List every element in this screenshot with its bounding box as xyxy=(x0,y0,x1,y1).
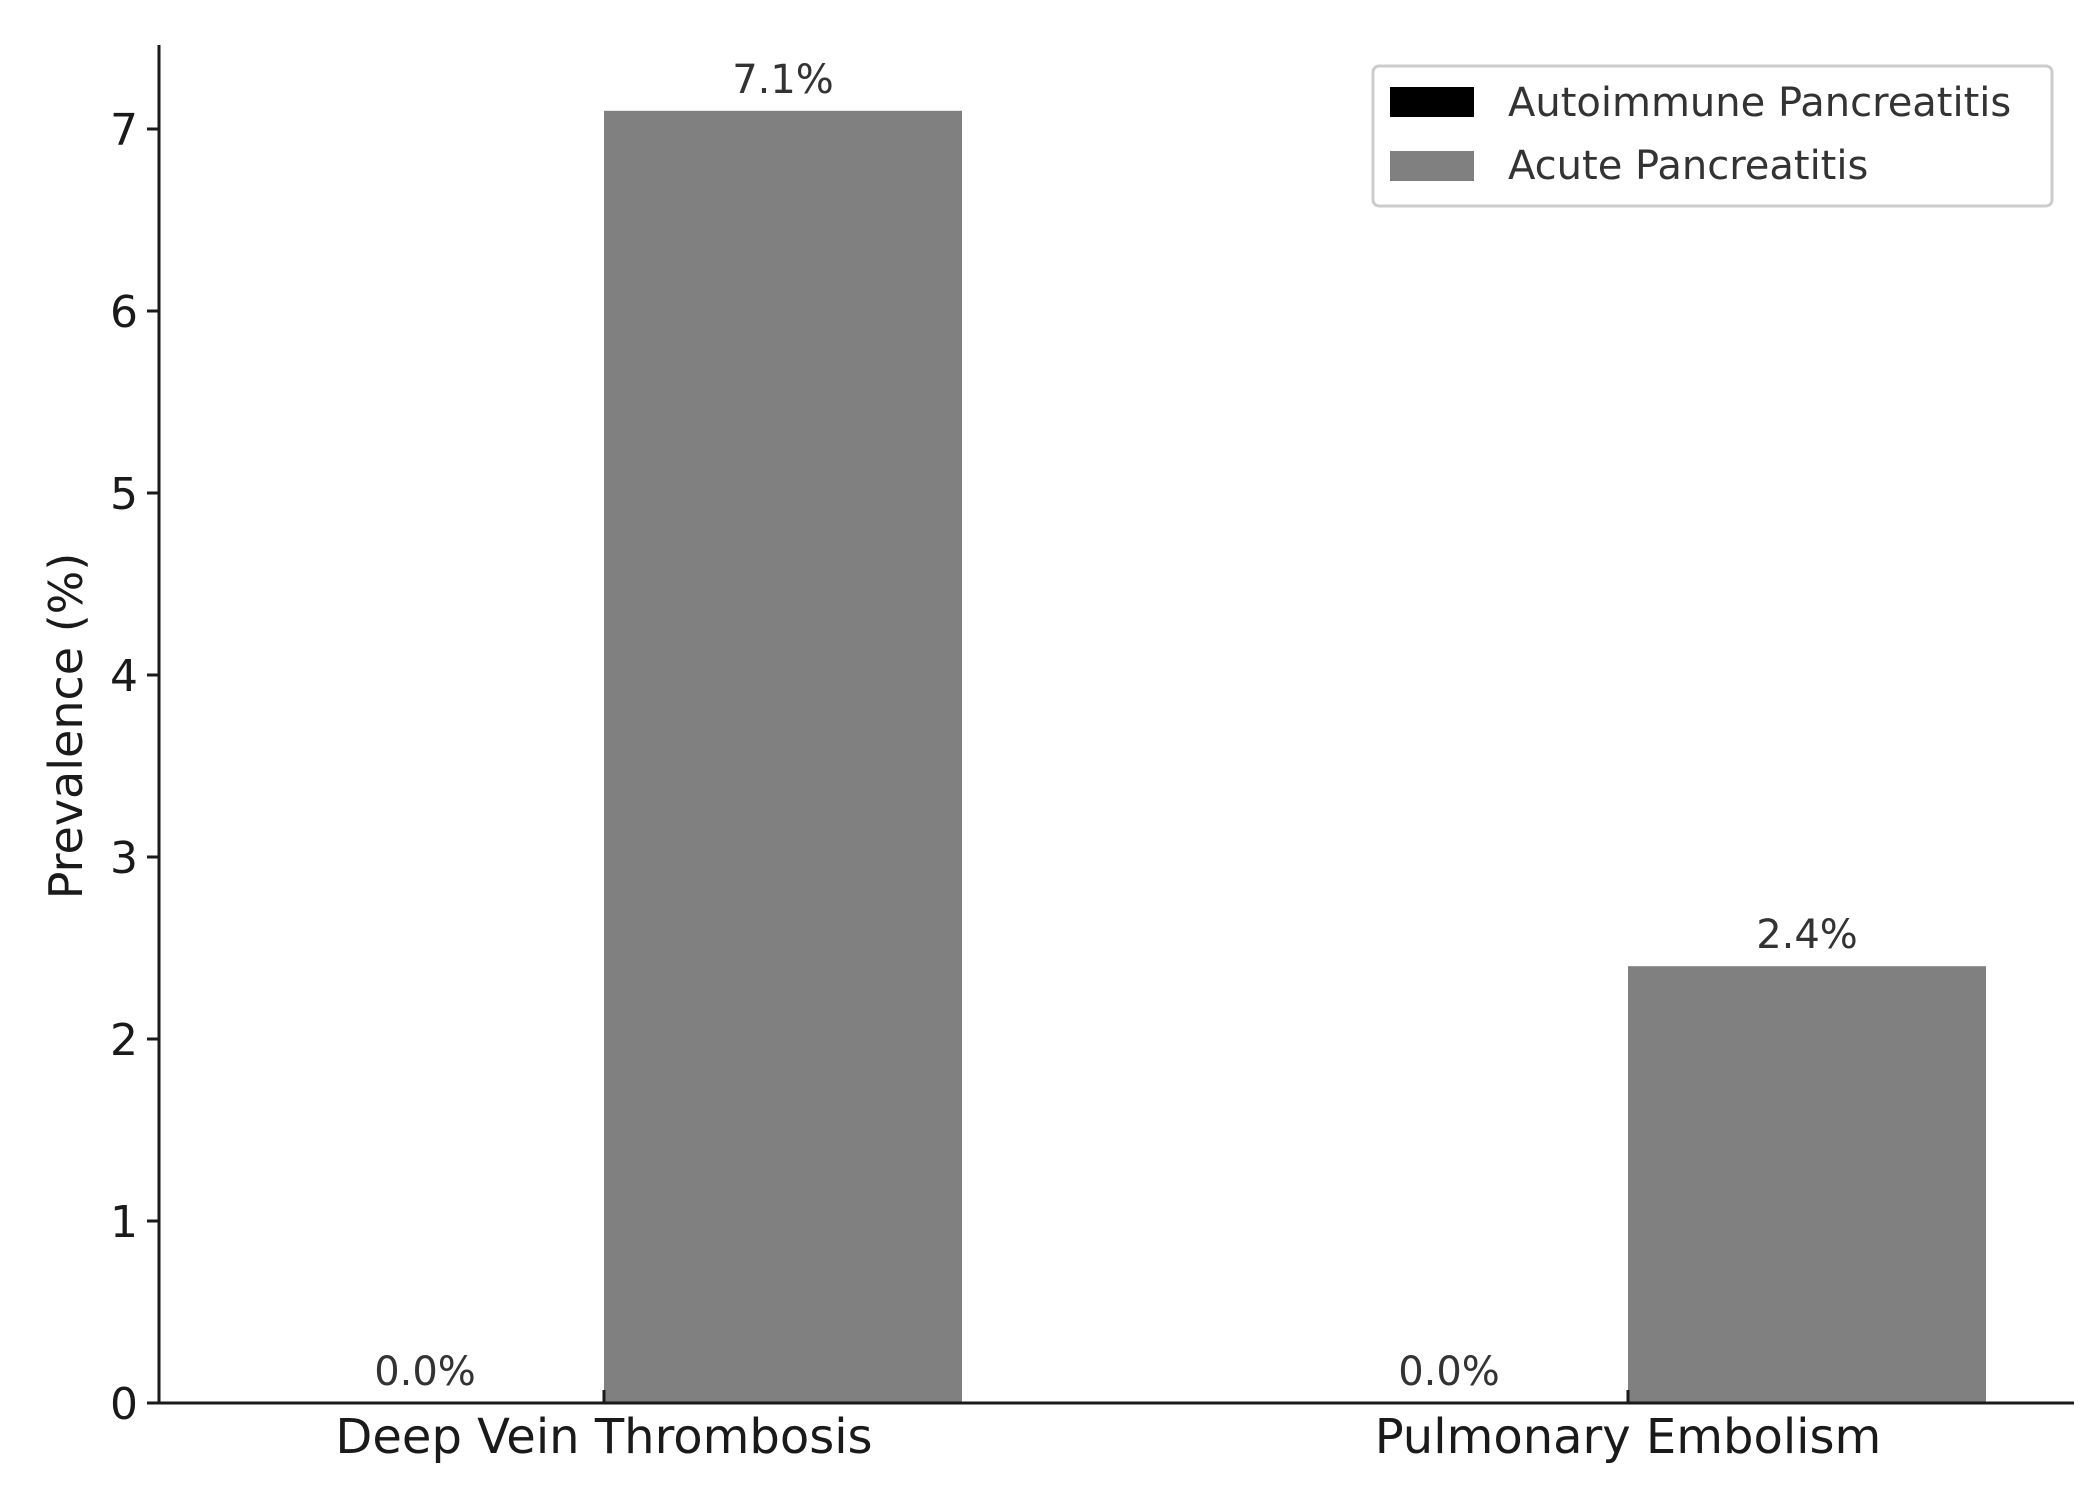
y-tick-label-5: 5 xyxy=(110,469,138,520)
y-tick-label-0: 0 xyxy=(110,1379,138,1430)
legend-label-autoimmune: Autoimmune Pancreatitis xyxy=(1508,80,2011,126)
y-tick-label-4: 4 xyxy=(110,651,138,702)
y-axis-title: Prevalence (%) xyxy=(39,553,93,900)
data-label-acute-dvt: 7.1% xyxy=(732,57,834,103)
x-tick-label-0: Deep Vein Thrombosis xyxy=(335,1409,872,1465)
data-labels-layer: 0.0% 7.1% 0.0% 2.4% xyxy=(374,57,1858,1395)
x-tick-label-1: Pulmonary Embolism xyxy=(1375,1409,1882,1465)
y-tick-label-1: 1 xyxy=(110,1197,138,1248)
y-ticks-layer: 0 1 2 3 4 5 6 7 xyxy=(110,105,159,1430)
data-label-acute-pe: 2.4% xyxy=(1756,912,1858,958)
legend-swatch-acute xyxy=(1390,151,1474,181)
legend-box xyxy=(1371,64,2054,208)
bars-layer xyxy=(604,110,1986,1403)
y-tick-label-3: 3 xyxy=(110,833,138,884)
data-label-autoimmune-dvt: 0.0% xyxy=(374,1349,476,1395)
bar-acute-dvt xyxy=(604,110,962,1403)
y-tick-label-7: 7 xyxy=(110,105,138,156)
y-tick-label-2: 2 xyxy=(110,1015,138,1066)
axes-layer xyxy=(157,45,2074,1405)
legend: Autoimmune Pancreatitis Acute Pancreatit… xyxy=(1371,64,2054,208)
y-tick-label-6: 6 xyxy=(110,287,138,338)
x-ticks-layer: Deep Vein Thrombosis Pulmonary Embolism xyxy=(335,1390,1881,1465)
legend-label-acute: Acute Pancreatitis xyxy=(1508,143,1868,189)
bar-acute-pe xyxy=(1628,966,1986,1403)
data-label-autoimmune-pe: 0.0% xyxy=(1398,1349,1500,1395)
legend-swatch-autoimmune xyxy=(1390,87,1474,117)
